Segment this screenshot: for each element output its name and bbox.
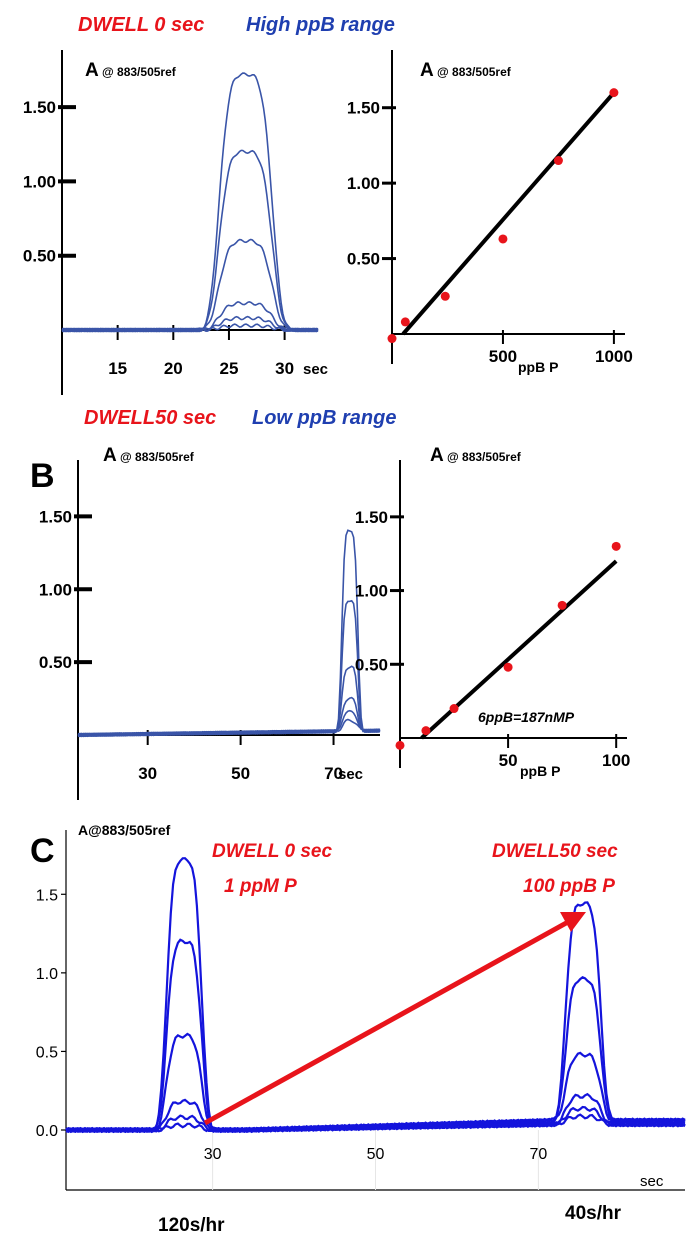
data-point	[421, 726, 431, 736]
trace-series	[77, 599, 381, 738]
data-point	[503, 662, 513, 672]
trace-series	[61, 72, 319, 333]
y-tick-label: 0.50	[39, 653, 72, 672]
data-point	[400, 317, 410, 327]
absorbance-wavelength: @ 883/505ref	[447, 450, 522, 464]
trace-series	[65, 1105, 686, 1134]
panel-b-dwell-title: DWELL50 sec	[84, 407, 216, 429]
absorbance-wavelength: @ 883/505ref	[120, 450, 195, 464]
x-tick-label: 25	[219, 359, 238, 378]
x-tick-label: 15	[108, 359, 127, 378]
y-tick-label: 0.5	[36, 1044, 58, 1061]
panel-b-cal-ylabel: A @ 883/505ref	[430, 445, 522, 466]
panel-a-calibration-chart: 0.50 1.00 1.50 500 1000 ppB P	[347, 50, 633, 375]
y-tick-label: 1.5	[36, 887, 58, 904]
panel-a-trace-ylabel: A @ 883/505ref	[85, 60, 177, 81]
panel-c-right-rate: 40s/hr	[565, 1203, 622, 1224]
data-point	[387, 334, 397, 344]
absorbance-symbol: A	[420, 60, 434, 81]
absorbance-wavelength: @ 883/505ref	[102, 65, 177, 79]
panel-c-right-conc: 100 ppB P	[523, 876, 615, 897]
x-tick-label: 50	[367, 1146, 385, 1163]
trace-series	[65, 857, 686, 1134]
y-tick-label: 0.50	[23, 247, 56, 266]
data-point	[449, 704, 459, 714]
panel-letter-c: C	[30, 832, 55, 870]
x-axis-label: sec	[640, 1173, 664, 1190]
x-tick-label: 30	[204, 1146, 222, 1163]
data-point	[395, 740, 405, 750]
panel-c-left-conc: 1 ppM P	[224, 876, 297, 897]
x-tick-label: 30	[275, 359, 294, 378]
panel-c-combined-chart: 0.0 0.5 1.0 1.5 30 50 70 sec	[36, 830, 686, 1191]
trace-series	[61, 149, 319, 333]
panel-b-calibration-chart: 0.50 1.00 1.50 50 100 ppB P 6ppB=187nMP	[355, 460, 630, 779]
data-point	[611, 541, 621, 551]
panel-a-trace-chart: 0.50 1.00 1.50 15 20 25 30 sec	[23, 50, 328, 395]
y-tick-label: 1.00	[39, 580, 72, 599]
x-axis-label: sec	[338, 766, 363, 783]
panel-a-dwell-title: DWELL 0 sec	[78, 14, 204, 36]
trace-series	[61, 323, 319, 333]
trace-series	[65, 1113, 686, 1134]
y-tick-label: 1.00	[355, 582, 388, 601]
x-tick-label: 70	[529, 1146, 547, 1163]
trace-series	[65, 938, 686, 1134]
panel-c-ylabel: A@883/505ref	[78, 822, 171, 838]
data-point	[498, 234, 508, 244]
x-axis-label: ppB P	[518, 359, 558, 375]
panel-c-arrow	[203, 912, 586, 1126]
data-point	[609, 88, 619, 98]
x-tick-label: 50	[231, 764, 250, 783]
y-tick-label: 0.0	[36, 1123, 58, 1140]
trace-series	[65, 1092, 686, 1134]
trace-series	[77, 665, 381, 738]
panel-b-range-title: Low ppB range	[252, 407, 396, 429]
panel-b-trace-ylabel: A @ 883/505ref	[103, 445, 195, 466]
panel-c-left-rate: 120s/hr	[158, 1215, 225, 1236]
x-tick-label: 30	[138, 764, 157, 783]
x-tick-label: 1000	[595, 347, 633, 366]
absorbance-symbol: A	[103, 445, 117, 466]
panel-a-range-title: High ppB range	[246, 14, 395, 36]
panel-a-cal-ylabel: A @ 883/505ref	[420, 60, 512, 81]
y-tick-label: 1.50	[347, 99, 380, 118]
y-tick-label: 1.00	[347, 174, 380, 193]
x-tick-label: 500	[489, 347, 517, 366]
absorbance-symbol: A	[85, 60, 99, 81]
x-tick-label: 20	[164, 359, 183, 378]
y-tick-label: 1.50	[23, 98, 56, 117]
y-tick-label: 1.50	[39, 507, 72, 526]
y-tick-label: 0.50	[355, 655, 388, 674]
data-point	[553, 156, 563, 166]
x-tick-label: 70	[324, 764, 343, 783]
calibration-annotation: 6ppB=187nMP	[478, 709, 575, 725]
trace-series	[77, 718, 381, 738]
y-tick-label: 0.50	[347, 250, 380, 269]
data-point	[440, 291, 450, 301]
x-axis-label: ppB P	[520, 763, 560, 779]
absorbance-symbol: A	[430, 445, 444, 466]
trace-series	[77, 529, 381, 738]
fit-line	[401, 91, 616, 336]
x-tick-label: 100	[602, 751, 630, 770]
panel-c-right-dwell: DWELL50 sec	[492, 841, 618, 862]
y-tick-label: 1.00	[23, 172, 56, 191]
panel-letter-b: B	[30, 457, 55, 495]
y-tick-label: 1.50	[355, 508, 388, 527]
x-tick-label: 50	[499, 751, 518, 770]
absorbance-wavelength: @ 883/505ref	[437, 65, 512, 79]
panel-c-left-dwell: DWELL 0 sec	[212, 841, 332, 862]
x-axis-label: sec	[303, 361, 328, 378]
y-tick-label: 1.0	[36, 966, 58, 983]
data-point	[557, 600, 567, 610]
